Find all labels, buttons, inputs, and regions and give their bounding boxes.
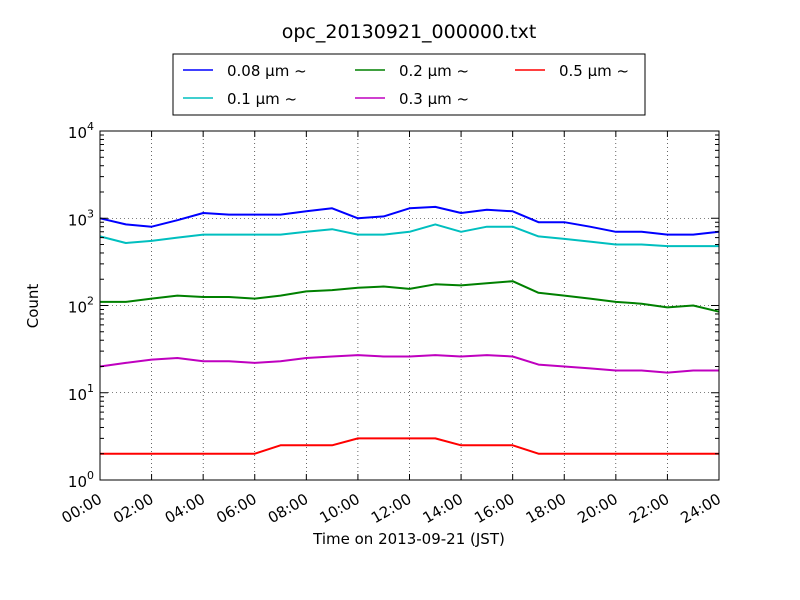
legend-label-3: 0.3 μm ~: [399, 90, 469, 108]
y-axis-label: Count: [24, 284, 42, 329]
legend-label-4: 0.5 μm ~: [559, 62, 629, 80]
legend-frame: [172, 53, 646, 116]
y-axis-tick-labels: 100 101 102 103 104: [68, 120, 94, 491]
legend-label-1: 0.1 μm ~: [227, 90, 297, 108]
plot-background: [100, 131, 719, 480]
series-line-2: [100, 280, 720, 313]
chart-title: opc_20130921_000000.txt: [282, 21, 537, 43]
plot-area: [99, 130, 720, 481]
y-tick-label: 104: [68, 120, 94, 142]
y-tick-label: 103: [68, 207, 94, 229]
legend: 0.08 μm ~ 0.1 μm ~ 0.2 μm ~ 0.3 μm ~ 0.5 μm …: [172, 53, 646, 116]
series-line-1: [99, 223, 719, 248]
series-line-0: [99, 205, 720, 236]
y-tick-label: 101: [68, 382, 94, 404]
y-tick-label: 102: [68, 295, 94, 317]
series-line-4: [100, 437, 719, 455]
legend-label-0: 0.08 μm ~: [227, 62, 307, 80]
axis-ticks: [99, 130, 720, 481]
legend-label-2: 0.2 μm ~: [399, 62, 469, 80]
series-layer: [99, 205, 720, 455]
series-line-3: [99, 354, 719, 374]
y-tick-label: 100: [68, 469, 94, 491]
x-axis-label: Time on 2013-09-21 (JST): [312, 530, 505, 548]
